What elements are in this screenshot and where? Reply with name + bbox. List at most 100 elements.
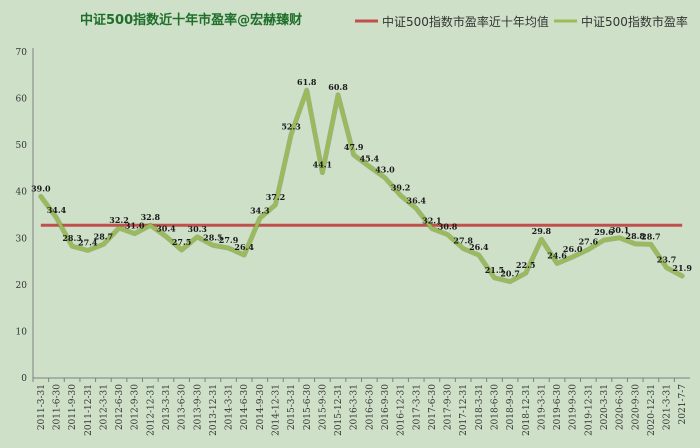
data-label: 34.3 [250, 205, 270, 215]
x-tick-label: 2014-12-31 [271, 384, 281, 436]
x-tick-label: 2015-6-30 [303, 384, 313, 430]
x-tick-label: 2018-3-31 [475, 384, 485, 430]
x-tick-label: 2016-9-30 [381, 384, 391, 430]
data-label: 20.7 [500, 269, 519, 279]
x-tick-label: 2018-6-30 [490, 384, 500, 430]
x-tick-label: 2019-9-30 [569, 384, 579, 430]
x-tick-label: 2017-3-31 [412, 384, 422, 430]
data-label: 37.2 [266, 192, 285, 202]
data-label: 60.8 [328, 82, 348, 92]
x-tick-label: 2019-6-30 [553, 384, 563, 430]
data-label: 23.7 [657, 255, 676, 265]
x-tick-label: 2012-12-31 [146, 384, 156, 436]
x-tick-label: 2011-3-31 [37, 384, 47, 430]
data-label: 27.5 [172, 237, 191, 247]
y-tick-label: 30 [16, 234, 28, 244]
data-label: 21.5 [485, 265, 504, 275]
data-label: 61.8 [297, 77, 317, 87]
data-label: 32.8 [141, 212, 161, 222]
data-label: 47.9 [344, 142, 364, 152]
data-label: 34.4 [47, 205, 67, 215]
data-label: 43.0 [375, 165, 395, 175]
x-tick-label: 2011-6-30 [52, 384, 62, 430]
legend: 中证500指数市盈率近十年均值 中证500指数市盈率 [355, 14, 688, 29]
data-label: 30.1 [610, 225, 629, 235]
data-label: 31.0 [125, 221, 145, 231]
data-label: 22.5 [516, 260, 535, 270]
legend-pe-label: 中证500指数市盈率 [581, 14, 688, 29]
data-label: 36.4 [407, 195, 427, 205]
data-label: 27.4 [78, 237, 98, 247]
data-label-layer: 39.034.428.327.428.732.231.032.830.427.5… [31, 77, 692, 278]
x-tick-label: 2014-6-30 [240, 384, 250, 430]
y-tick-label: 60 [16, 95, 28, 105]
legend-mean-label: 中证500指数市盈率近十年均值 [382, 14, 549, 29]
x-tick-label: 2021-7-7 [678, 384, 688, 425]
x-tick-label: 2021-3-31 [663, 384, 673, 430]
y-tick-label: 40 [16, 188, 28, 198]
data-label: 21.9 [672, 263, 692, 273]
data-label: 28.3 [62, 233, 82, 243]
y-tick-label: 20 [16, 281, 28, 291]
data-label: 39.0 [31, 183, 51, 193]
y-tick-label: 10 [16, 327, 28, 337]
x-tick-label: 2020-12-31 [647, 384, 657, 436]
chart-title: 中证500指数近十年市盈率@宏赫臻财 [80, 12, 302, 28]
data-label: 29.8 [532, 226, 552, 236]
x-tick-label: 2012-6-30 [115, 384, 125, 430]
x-tick-label: 2017-9-30 [444, 384, 454, 430]
pe-series-line [39, 88, 684, 284]
x-tick-label: 2013-12-31 [209, 384, 219, 436]
data-label: 30.4 [156, 223, 176, 233]
data-label: 28.7 [641, 231, 660, 241]
data-label: 28.8 [626, 231, 646, 241]
x-tick-label: 2013-9-30 [193, 384, 203, 430]
data-label: 32.1 [422, 216, 441, 226]
x-tick-label: 2011-12-31 [84, 384, 94, 436]
x-tick-label: 2019-12-31 [584, 384, 594, 436]
data-label: 27.6 [579, 236, 599, 246]
data-label: 32.2 [109, 215, 128, 225]
x-tick-label: 2020-9-30 [631, 384, 641, 430]
x-tick-label: 2016-3-31 [350, 384, 360, 430]
y-tick-label: 0 [21, 374, 27, 384]
data-label: 26.4 [469, 242, 489, 252]
data-label: 30.3 [188, 224, 208, 234]
data-label: 26.4 [234, 242, 254, 252]
data-label: 28.7 [94, 231, 113, 241]
x-axis: 2011-3-31 2011-6-30 2011-9-30 2011-12-31 201… [32, 377, 690, 436]
x-tick-label: 2013-3-31 [162, 384, 172, 430]
x-tick-label: 2016-6-30 [365, 384, 375, 430]
data-label: 29.6 [594, 227, 614, 237]
series-layer [38, 87, 685, 285]
y-tick-label: 50 [16, 141, 28, 151]
x-tick-label: 2017-12-31 [459, 384, 469, 436]
x-tick-label: 2015-3-31 [287, 384, 297, 430]
data-label: 39.2 [391, 182, 410, 192]
y-axis: 0 10 20 30 40 50 60 70 [16, 48, 34, 384]
pe-series-line-shadow [38, 87, 685, 285]
x-tick-label: 2015-9-30 [318, 384, 328, 430]
x-tick-label: 2019-3-31 [537, 384, 547, 430]
x-tick-label: 2012-3-31 [99, 384, 109, 430]
x-tick-label: 2020-3-31 [600, 384, 610, 430]
data-label: 27.8 [453, 236, 473, 246]
x-tick-label: 2016-12-31 [397, 384, 407, 436]
y-tick-label: 70 [16, 48, 28, 58]
data-label: 52.3 [281, 121, 301, 131]
data-label: 26.0 [563, 244, 583, 254]
x-tick-label: 2014-9-30 [256, 384, 266, 430]
x-tick-label: 2018-12-31 [522, 384, 532, 436]
x-tick-label: 2018-9-30 [506, 384, 516, 430]
data-label: 30.8 [438, 222, 458, 232]
data-label: 45.4 [360, 154, 380, 164]
data-label: 44.1 [313, 160, 332, 170]
x-tick-label: 2013-6-30 [178, 384, 188, 430]
x-tick-label: 2012-9-30 [131, 384, 141, 430]
x-tick-label: 2014-3-31 [225, 384, 235, 430]
data-label: 28.5 [203, 232, 222, 242]
data-label: 24.6 [547, 250, 567, 260]
x-tick-label: 2015-12-31 [334, 384, 344, 436]
